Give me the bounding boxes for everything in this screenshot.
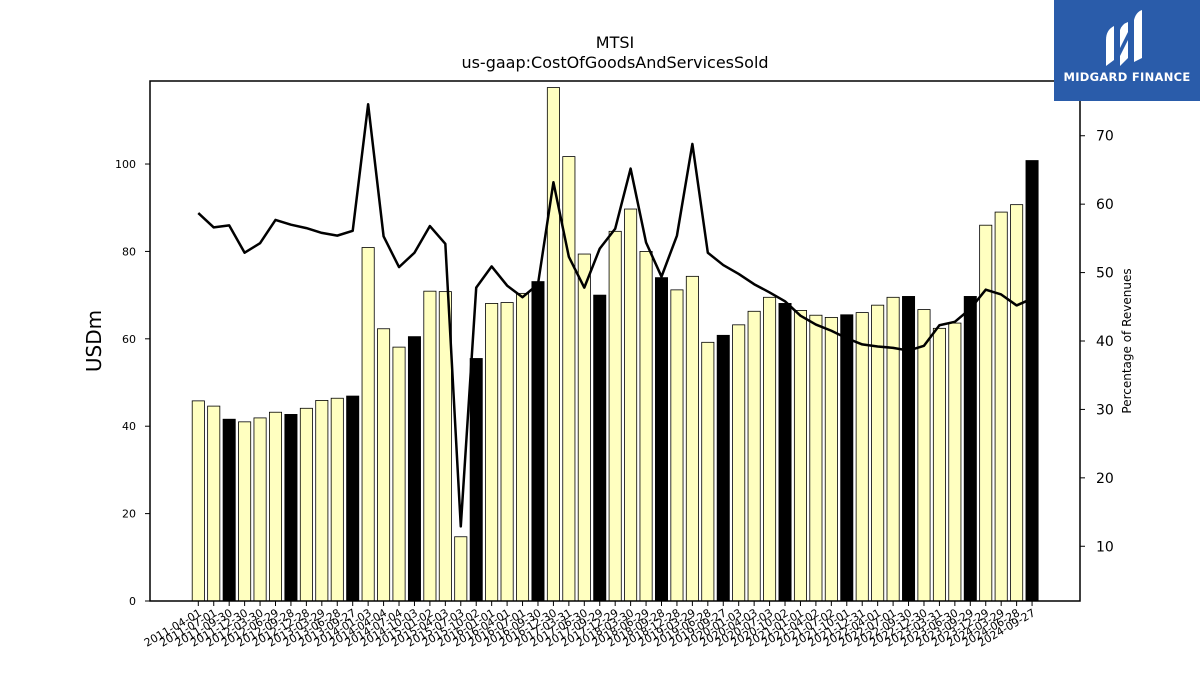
bar xyxy=(238,421,252,602)
chart-title: MTSI xyxy=(596,33,634,52)
midgard-logo-icon xyxy=(1106,10,1142,66)
y-tick-label: 0 xyxy=(129,595,136,608)
bar xyxy=(932,327,946,602)
x-axis: 2011-04-012011-07-012011-09-302011-12-30… xyxy=(142,601,1038,650)
bar xyxy=(407,336,421,602)
y-tick-label: 100 xyxy=(115,158,136,171)
bar xyxy=(824,316,838,602)
bar xyxy=(593,294,607,602)
brand-name: MIDGARD FINANCE xyxy=(1063,70,1191,84)
bar xyxy=(670,289,684,602)
bar xyxy=(732,324,746,602)
brand-logo: MIDGARD FINANCE xyxy=(1054,0,1200,101)
chart-subtitle: us-gaap:CostOfGoodsAndServicesSold xyxy=(461,53,768,72)
bar xyxy=(392,346,406,602)
y2-tick-label: 10 xyxy=(1096,539,1114,555)
bar xyxy=(485,303,499,602)
bar xyxy=(608,230,622,602)
bar xyxy=(577,253,591,602)
bar xyxy=(763,296,777,602)
bar xyxy=(701,341,715,602)
bar xyxy=(531,281,545,602)
y2-tick-label: 60 xyxy=(1096,197,1114,213)
y2-tick-label: 20 xyxy=(1096,471,1114,487)
percentage-line xyxy=(197,103,1033,528)
bar xyxy=(500,302,514,602)
bar xyxy=(299,407,313,602)
bar xyxy=(423,290,437,602)
bar xyxy=(377,328,391,602)
bar xyxy=(840,314,854,602)
y-tick-label: 40 xyxy=(122,420,136,433)
bar xyxy=(747,310,761,602)
bar xyxy=(809,314,823,602)
left-axis: 0 20 40 60 80 100 xyxy=(115,158,150,608)
bar xyxy=(346,395,360,602)
bar xyxy=(716,334,730,602)
y2-tick-label: 70 xyxy=(1096,129,1114,145)
y-axis-label: USDm xyxy=(82,310,106,372)
bar xyxy=(994,211,1008,602)
bar xyxy=(963,296,977,602)
bar xyxy=(902,296,916,602)
bar xyxy=(979,224,993,602)
bar xyxy=(454,536,468,602)
y-tick-label: 80 xyxy=(122,245,136,258)
bar xyxy=(886,296,900,602)
bar xyxy=(546,87,560,602)
bar xyxy=(871,304,885,602)
bar xyxy=(469,358,483,602)
bar xyxy=(793,310,807,602)
bar xyxy=(315,400,329,602)
bar xyxy=(655,277,669,602)
y2-tick-label: 30 xyxy=(1096,402,1114,418)
bar xyxy=(1025,160,1039,602)
bar-series xyxy=(191,87,1039,602)
bar xyxy=(948,322,962,602)
bar xyxy=(516,292,530,602)
y2-tick-label: 50 xyxy=(1096,266,1114,282)
y2-tick-label: 40 xyxy=(1096,334,1114,350)
bar xyxy=(917,309,931,602)
bar xyxy=(624,208,638,602)
bar xyxy=(855,312,869,602)
bar xyxy=(778,303,792,602)
bar xyxy=(639,251,653,602)
y-tick-label: 60 xyxy=(122,333,136,346)
line-series xyxy=(197,103,1033,528)
bar xyxy=(222,418,236,602)
bar xyxy=(253,417,267,602)
bar xyxy=(268,411,282,602)
bar xyxy=(562,156,576,602)
bar xyxy=(207,405,221,602)
bar xyxy=(361,247,375,602)
bar xyxy=(685,275,699,602)
bar xyxy=(330,397,344,602)
bar xyxy=(1010,204,1024,602)
y2-axis-label: Percentage of Revenues xyxy=(1120,268,1134,413)
bar xyxy=(191,400,205,602)
y-tick-label: 20 xyxy=(122,508,136,521)
bar xyxy=(284,414,298,602)
right-axis: 10 20 30 40 50 60 70 xyxy=(1080,129,1114,555)
